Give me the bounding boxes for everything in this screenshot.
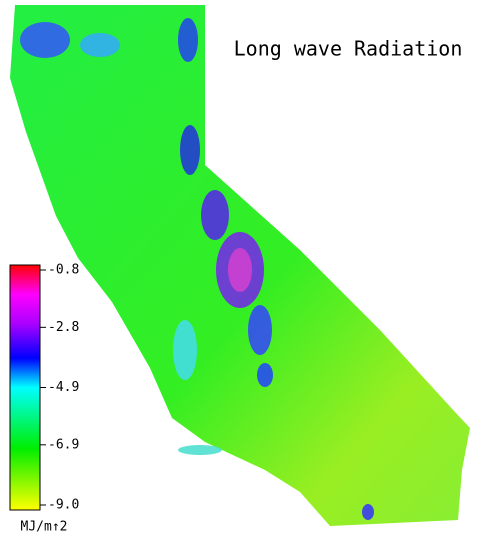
colorbar-tick-label: -9.0 bbox=[48, 498, 79, 513]
colorbar-ticks: -0.8 -2.8 -4.9 -6.9 -9.0 bbox=[40, 263, 79, 513]
colorbar-tick-label: -4.9 bbox=[48, 380, 79, 395]
colorbar-tick-label: -2.8 bbox=[48, 320, 79, 335]
mountain-areas bbox=[20, 18, 374, 520]
colorbar bbox=[9, 264, 41, 511]
map-title: Long wave Radiation bbox=[234, 37, 463, 61]
colorbar-unit: MJ/m↑2 bbox=[21, 520, 68, 535]
colorbar-tick-label: -6.9 bbox=[48, 437, 79, 452]
colorbar-tick-label: -0.8 bbox=[48, 263, 79, 278]
